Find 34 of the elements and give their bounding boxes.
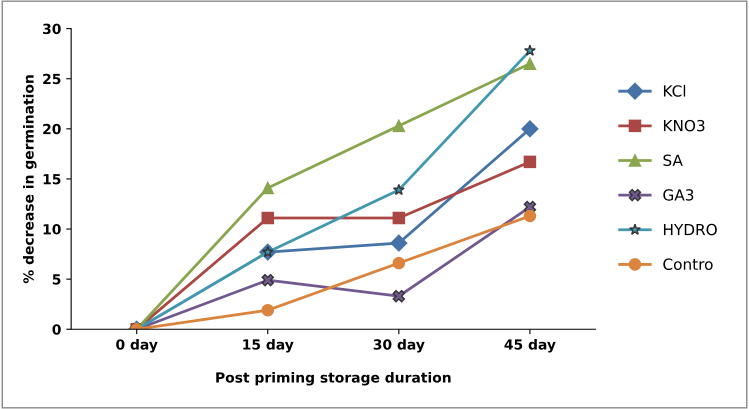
y-tick-label: 0 bbox=[52, 324, 61, 335]
legend-label: Contro bbox=[663, 258, 713, 270]
legend-label: KNO3 bbox=[664, 120, 704, 132]
point bbox=[521, 120, 538, 138]
point bbox=[262, 304, 274, 316]
x-tick-label: 0 day bbox=[116, 338, 158, 353]
legend-label: SA bbox=[663, 154, 683, 166]
point bbox=[262, 212, 274, 224]
point bbox=[524, 156, 536, 168]
x-tick-label: 30 day bbox=[374, 338, 425, 353]
legend-label: GA3 bbox=[663, 189, 694, 201]
point bbox=[390, 234, 408, 252]
legend-label: HYDRO bbox=[664, 224, 717, 236]
y-axis-title: % decrease in germination bbox=[23, 75, 37, 284]
y-tick-label: 20 bbox=[43, 124, 61, 134]
point bbox=[524, 57, 536, 70]
point bbox=[392, 290, 406, 302]
point bbox=[524, 210, 536, 222]
x-tick-label: 45 day bbox=[504, 338, 556, 353]
x-tick-label: 15 day bbox=[243, 338, 294, 353]
point bbox=[392, 120, 406, 132]
y-tick-label: 15 bbox=[44, 174, 60, 184]
point bbox=[392, 212, 406, 224]
point bbox=[392, 184, 405, 196]
x-axis-title: Post priming storage duration bbox=[216, 372, 451, 386]
point bbox=[392, 256, 406, 270]
y-tick-label: 5 bbox=[52, 274, 60, 285]
y-tick-label: 30 bbox=[43, 24, 61, 34]
point bbox=[262, 182, 274, 194]
y-tick-label: 25 bbox=[43, 74, 60, 84]
legend-label: KCl bbox=[664, 84, 686, 97]
point bbox=[262, 274, 274, 286]
y-tick-label: 10 bbox=[44, 224, 61, 235]
point bbox=[524, 44, 536, 56]
